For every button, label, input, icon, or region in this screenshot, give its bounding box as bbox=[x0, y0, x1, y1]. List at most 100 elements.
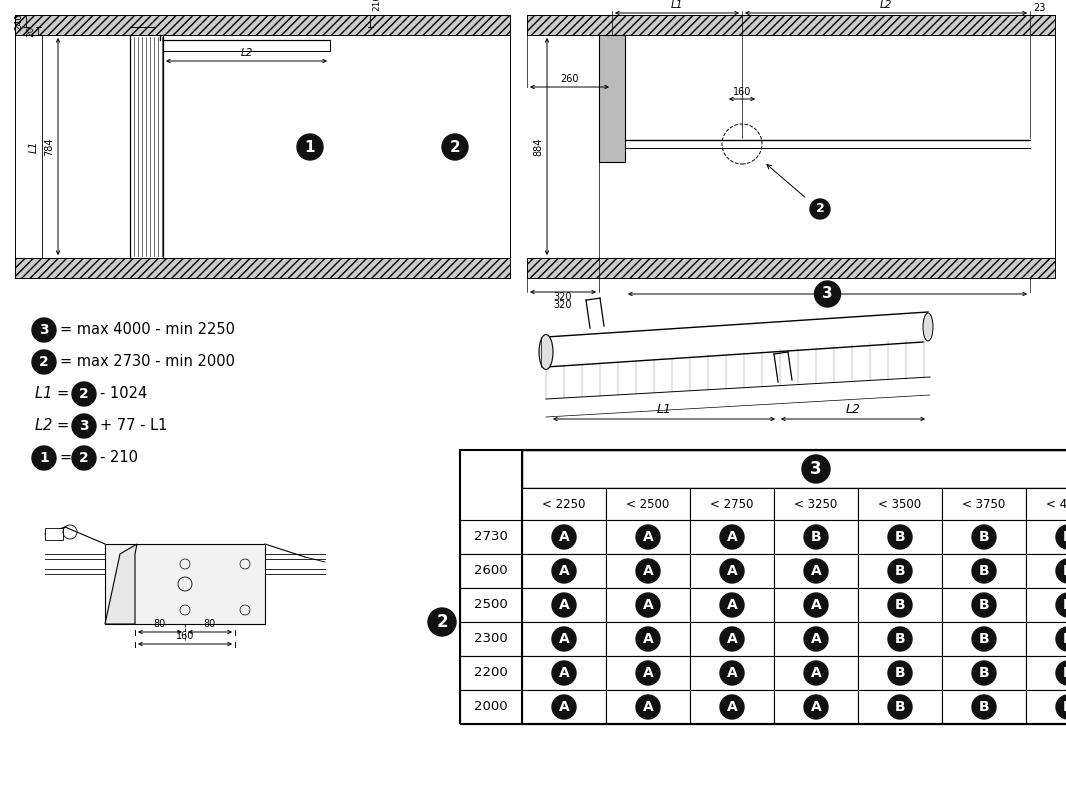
Circle shape bbox=[636, 627, 660, 651]
Bar bbox=[104, 544, 265, 624]
Circle shape bbox=[1056, 695, 1066, 719]
Bar bbox=[15, 15, 510, 35]
Text: B: B bbox=[979, 564, 989, 578]
Ellipse shape bbox=[923, 313, 933, 341]
Text: 2600: 2600 bbox=[474, 565, 507, 577]
Text: 2: 2 bbox=[450, 139, 461, 154]
Text: A: A bbox=[727, 564, 738, 578]
Bar bbox=[461, 690, 522, 724]
Circle shape bbox=[442, 134, 468, 160]
Bar bbox=[942, 622, 1025, 656]
Circle shape bbox=[1056, 525, 1066, 549]
Bar bbox=[522, 520, 605, 554]
Text: = max 4000 - min 2250: = max 4000 - min 2250 bbox=[60, 322, 235, 337]
Circle shape bbox=[636, 661, 660, 685]
Circle shape bbox=[972, 593, 996, 617]
Circle shape bbox=[804, 525, 828, 549]
Circle shape bbox=[814, 281, 840, 307]
Circle shape bbox=[888, 525, 912, 549]
Text: < 2500: < 2500 bbox=[627, 497, 669, 511]
Text: 80: 80 bbox=[154, 619, 166, 629]
Text: 2: 2 bbox=[39, 355, 49, 369]
Circle shape bbox=[552, 661, 576, 685]
Text: =: = bbox=[60, 451, 77, 466]
Bar bbox=[15, 258, 510, 278]
Bar bbox=[858, 690, 942, 724]
Text: B: B bbox=[979, 700, 989, 714]
Text: B: B bbox=[894, 666, 905, 680]
Text: 2: 2 bbox=[79, 451, 88, 465]
Text: < 3250: < 3250 bbox=[794, 497, 838, 511]
Text: 160: 160 bbox=[176, 631, 194, 641]
Text: B: B bbox=[1063, 666, 1066, 680]
Bar bbox=[1025, 554, 1066, 588]
Circle shape bbox=[636, 695, 660, 719]
Circle shape bbox=[72, 414, 96, 438]
Bar bbox=[522, 554, 605, 588]
Circle shape bbox=[297, 134, 323, 160]
Bar bbox=[522, 656, 605, 690]
Circle shape bbox=[72, 382, 96, 406]
Text: 20: 20 bbox=[26, 25, 35, 36]
Circle shape bbox=[888, 695, 912, 719]
Bar bbox=[522, 450, 1066, 724]
Circle shape bbox=[804, 559, 828, 583]
Text: 3: 3 bbox=[810, 460, 822, 478]
Circle shape bbox=[552, 627, 576, 651]
Bar bbox=[522, 588, 605, 622]
Circle shape bbox=[1056, 593, 1066, 617]
Circle shape bbox=[636, 559, 660, 583]
Text: 2500: 2500 bbox=[474, 599, 507, 611]
Text: B: B bbox=[979, 632, 989, 646]
Bar bbox=[690, 656, 774, 690]
Text: A: A bbox=[559, 700, 569, 714]
Text: B: B bbox=[1063, 564, 1066, 578]
Circle shape bbox=[972, 661, 996, 685]
Text: 3: 3 bbox=[79, 419, 88, 433]
Bar bbox=[599, 35, 625, 162]
Bar bbox=[605, 488, 690, 520]
Bar bbox=[690, 520, 774, 554]
Circle shape bbox=[888, 593, 912, 617]
Text: A: A bbox=[727, 598, 738, 612]
Text: B: B bbox=[1063, 700, 1066, 714]
Bar bbox=[774, 520, 858, 554]
Text: B: B bbox=[979, 530, 989, 544]
Text: 23: 23 bbox=[1033, 3, 1046, 13]
Bar bbox=[942, 690, 1025, 724]
Text: 1: 1 bbox=[39, 451, 49, 465]
Text: - 210: - 210 bbox=[100, 451, 138, 466]
Bar bbox=[605, 656, 690, 690]
Text: B: B bbox=[894, 632, 905, 646]
Circle shape bbox=[972, 525, 996, 549]
Text: 1: 1 bbox=[305, 139, 316, 154]
Bar bbox=[461, 622, 522, 656]
Circle shape bbox=[720, 525, 744, 549]
Text: L1: L1 bbox=[657, 403, 672, 416]
Bar bbox=[690, 622, 774, 656]
Circle shape bbox=[32, 318, 56, 342]
Circle shape bbox=[429, 608, 456, 636]
Text: L2: L2 bbox=[240, 48, 253, 58]
Bar bbox=[1025, 690, 1066, 724]
Circle shape bbox=[802, 455, 830, 483]
Text: + 77 - L1: + 77 - L1 bbox=[100, 418, 167, 433]
Text: A: A bbox=[810, 632, 822, 646]
Circle shape bbox=[888, 661, 912, 685]
Bar bbox=[774, 588, 858, 622]
Bar bbox=[461, 656, 522, 690]
Text: 2: 2 bbox=[79, 387, 88, 401]
Text: A: A bbox=[810, 564, 822, 578]
Bar bbox=[858, 656, 942, 690]
Text: - 1024: - 1024 bbox=[100, 386, 147, 402]
Text: A: A bbox=[643, 598, 653, 612]
Bar bbox=[942, 554, 1025, 588]
Text: 784: 784 bbox=[44, 137, 54, 156]
Bar bbox=[461, 450, 1066, 724]
Circle shape bbox=[1056, 661, 1066, 685]
Bar bbox=[690, 488, 774, 520]
Bar bbox=[774, 554, 858, 588]
Text: 240: 240 bbox=[14, 13, 23, 29]
Circle shape bbox=[972, 559, 996, 583]
Text: 3: 3 bbox=[39, 323, 49, 337]
